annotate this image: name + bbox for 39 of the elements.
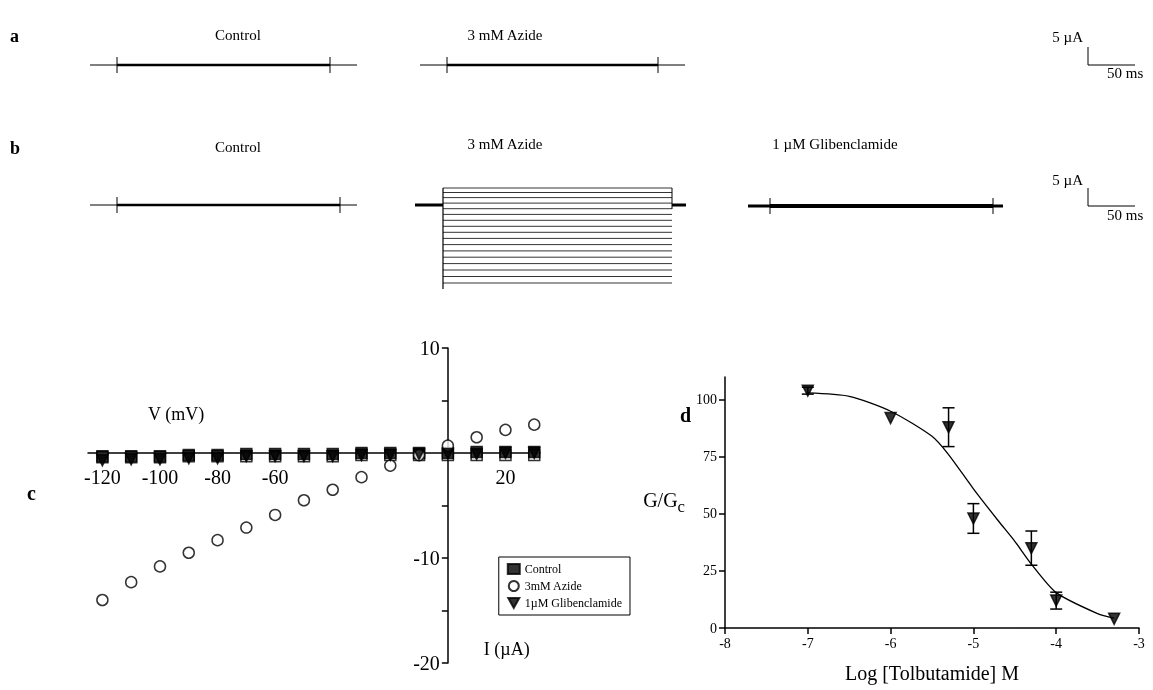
x-axis-title: V (mV) bbox=[148, 404, 205, 425]
x-tick-label: -100 bbox=[141, 466, 179, 488]
x-tick-label: -4 bbox=[1050, 635, 1063, 651]
text: 3 mM Azide bbox=[467, 27, 543, 44]
text: Control bbox=[215, 139, 261, 156]
x-tick-label: -80 bbox=[204, 466, 231, 488]
text: 5 µA bbox=[1052, 172, 1083, 189]
text: 3 mM Azide bbox=[467, 136, 543, 153]
text: 1 µM Glibenclamide bbox=[772, 136, 898, 153]
text: c bbox=[27, 482, 36, 504]
y-tick-label: -20 bbox=[413, 652, 440, 674]
y-axis-title: G/G$_{c}$ bbox=[643, 488, 685, 517]
y-tick-label: 25 bbox=[703, 563, 717, 579]
y-tick-label: 75 bbox=[703, 449, 717, 465]
y-tick-label: 0 bbox=[710, 620, 717, 636]
y-tick-label: -10 bbox=[413, 547, 440, 569]
y-tick-label: 10 bbox=[419, 337, 440, 359]
y-tick-label: 50 bbox=[703, 506, 717, 522]
x-tick-label: -6 bbox=[884, 635, 897, 651]
text: d bbox=[680, 404, 692, 426]
text: b bbox=[10, 138, 21, 159]
x-tick-label: -7 bbox=[801, 635, 814, 651]
y-axis-title: I (µA) bbox=[483, 639, 530, 660]
text: a bbox=[10, 26, 19, 47]
text: 50 ms bbox=[1107, 207, 1144, 224]
x-tick-label: -120 bbox=[84, 466, 121, 488]
text: 5 µA bbox=[1052, 29, 1083, 46]
y-tick-label: 100 bbox=[696, 392, 717, 408]
x-tick-label: -60 bbox=[261, 466, 289, 488]
x-tick-label: 20 bbox=[495, 466, 516, 488]
legend-label: 3mM Azide bbox=[524, 579, 582, 593]
legend-label: 1µM Glibenclamide bbox=[524, 596, 623, 610]
x-tick-label: -8 bbox=[719, 635, 731, 651]
text: Control bbox=[215, 27, 261, 44]
x-tick-label: -3 bbox=[1133, 635, 1145, 651]
legend-label: Control bbox=[524, 562, 563, 576]
text: 50 ms bbox=[1107, 65, 1144, 82]
x-tick-label: -5 bbox=[967, 635, 980, 651]
x-axis-title: Log [Tolbutamide] M bbox=[844, 662, 1020, 685]
